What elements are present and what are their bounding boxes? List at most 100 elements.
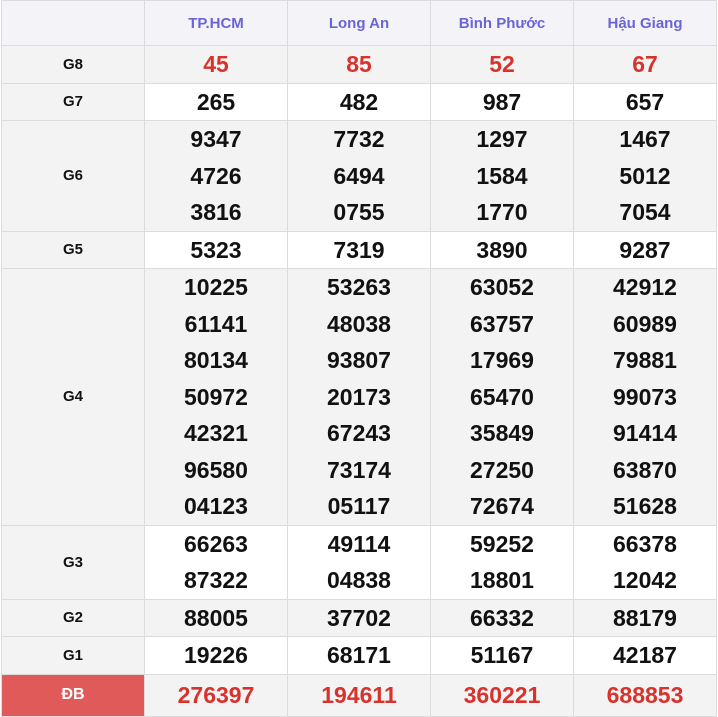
result-number: 93807 bbox=[327, 347, 391, 373]
result-number: 60989 bbox=[613, 310, 677, 337]
corner-cell bbox=[1, 0, 145, 46]
result-number: 61141 bbox=[184, 310, 248, 337]
result-number: 50972 bbox=[184, 383, 248, 410]
result-number: 10225 bbox=[184, 274, 248, 300]
result-cell: 3890 bbox=[430, 230, 574, 269]
result-cell: 7319 bbox=[287, 230, 431, 269]
prize-row-g3: G3 66263 87322 49114 04838 59252 18801 66378 120… bbox=[1, 524, 717, 600]
result-number: 79881 bbox=[613, 347, 677, 373]
result-number: 7054 bbox=[619, 199, 671, 225]
prize-label: G3 bbox=[1, 524, 145, 600]
prize-row-g1: G1 19226 68171 51167 42187 bbox=[1, 636, 717, 675]
result-number: 85 bbox=[346, 51, 372, 77]
result-cell: 66263 87322 bbox=[144, 524, 288, 600]
result-cell: 5323 bbox=[144, 230, 288, 269]
column-header: TP.HCM bbox=[144, 0, 288, 46]
result-number: 05117 bbox=[327, 493, 391, 519]
result-number: 987 bbox=[482, 88, 522, 115]
prize-label: G2 bbox=[1, 598, 145, 637]
result-number: 04123 bbox=[184, 493, 248, 519]
result-number: 88005 bbox=[184, 604, 248, 631]
result-number: 53263 bbox=[327, 274, 391, 300]
result-number: 67243 bbox=[327, 420, 391, 446]
result-number: 48038 bbox=[327, 310, 391, 337]
result-number: 67 bbox=[632, 51, 658, 77]
result-number: 80134 bbox=[184, 347, 248, 373]
result-cell: 1297 1584 1770 bbox=[430, 120, 574, 232]
result-number: 482 bbox=[339, 88, 379, 115]
result-number: 1297 bbox=[476, 126, 528, 152]
result-number: 52 bbox=[489, 51, 515, 77]
result-number: 42321 bbox=[184, 420, 248, 446]
column-header: Bình Phước bbox=[430, 0, 574, 46]
result-number: 51167 bbox=[470, 642, 534, 668]
result-cell: 9347 4726 3816 bbox=[144, 120, 288, 232]
result-number: 66332 bbox=[470, 604, 534, 631]
result-number: 19226 bbox=[184, 642, 248, 668]
result-cell: 987 bbox=[430, 82, 574, 121]
result-number: 1467 bbox=[619, 126, 671, 152]
result-number: 66263 bbox=[184, 530, 248, 557]
result-number: 0755 bbox=[333, 199, 385, 225]
result-number: 9347 bbox=[190, 126, 242, 152]
result-number: 88179 bbox=[613, 604, 677, 631]
result-cell: 19226 bbox=[144, 636, 288, 675]
result-number: 96580 bbox=[184, 456, 248, 483]
result-cell: 88179 bbox=[573, 598, 717, 637]
result-number: 9287 bbox=[619, 236, 671, 263]
header-row: TP.HCM Long An Bình Phước Hậu Giang bbox=[1, 0, 717, 46]
result-cell: 482 bbox=[287, 82, 431, 121]
prize-label: ĐB bbox=[1, 673, 145, 717]
result-number: 18801 bbox=[470, 567, 534, 593]
column-header: Hậu Giang bbox=[573, 0, 717, 46]
result-cell: 52 bbox=[430, 45, 574, 84]
prize-label: G7 bbox=[1, 82, 145, 121]
column-header: Long An bbox=[287, 0, 431, 46]
prize-row-g5: G5 5323 7319 3890 9287 bbox=[1, 230, 717, 269]
result-number: 657 bbox=[625, 88, 665, 115]
result-cell: 88005 bbox=[144, 598, 288, 637]
result-number: 17969 bbox=[470, 347, 534, 373]
result-cell: 657 bbox=[573, 82, 717, 121]
result-number: 63052 bbox=[470, 274, 534, 300]
prize-label: G8 bbox=[1, 45, 145, 84]
result-number: 5012 bbox=[619, 162, 671, 189]
result-number: 3816 bbox=[190, 199, 242, 225]
result-number: 99073 bbox=[613, 383, 677, 410]
result-cell: 7732 6494 0755 bbox=[287, 120, 431, 232]
result-number: 276397 bbox=[177, 681, 255, 708]
result-number: 37702 bbox=[327, 604, 391, 631]
result-cell: 10225 61141 80134 50972 42321 96580 04123 bbox=[144, 268, 288, 526]
result-number: 66378 bbox=[613, 530, 677, 557]
result-number: 49114 bbox=[327, 530, 391, 557]
result-cell: 276397 bbox=[144, 673, 288, 717]
result-cell: 68171 bbox=[287, 636, 431, 675]
prize-label: G6 bbox=[1, 120, 145, 232]
result-cell: 63052 63757 17969 65470 35849 27250 72674 bbox=[430, 268, 574, 526]
result-number: 1584 bbox=[476, 162, 528, 189]
result-number: 12042 bbox=[613, 567, 677, 593]
result-number: 27250 bbox=[470, 456, 534, 483]
result-number: 63870 bbox=[613, 456, 677, 483]
result-number: 7319 bbox=[333, 236, 385, 263]
result-cell: 42912 60989 79881 99073 91414 63870 51628 bbox=[573, 268, 717, 526]
result-number: 91414 bbox=[613, 420, 677, 446]
result-cell: 51167 bbox=[430, 636, 574, 675]
result-number: 59252 bbox=[470, 530, 534, 557]
result-number: 04838 bbox=[327, 567, 391, 593]
result-number: 1770 bbox=[476, 199, 528, 225]
result-number: 42912 bbox=[613, 274, 677, 300]
prize-row-g8: G8 45 85 52 67 bbox=[1, 45, 717, 84]
result-number: 194611 bbox=[321, 681, 397, 708]
result-cell: 53263 48038 93807 20173 67243 73174 05117 bbox=[287, 268, 431, 526]
prize-row-g4: G4 10225 61141 80134 50972 42321 96580 04123 532… bbox=[1, 268, 717, 526]
result-cell: 265 bbox=[144, 82, 288, 121]
result-number: 7732 bbox=[333, 126, 385, 152]
result-number: 688853 bbox=[606, 681, 684, 708]
result-cell: 67 bbox=[573, 45, 717, 84]
result-cell: 66378 12042 bbox=[573, 524, 717, 600]
prize-label: G5 bbox=[1, 230, 145, 269]
result-number: 5323 bbox=[190, 236, 242, 263]
result-number: 265 bbox=[196, 88, 236, 115]
result-number: 3890 bbox=[476, 236, 528, 263]
